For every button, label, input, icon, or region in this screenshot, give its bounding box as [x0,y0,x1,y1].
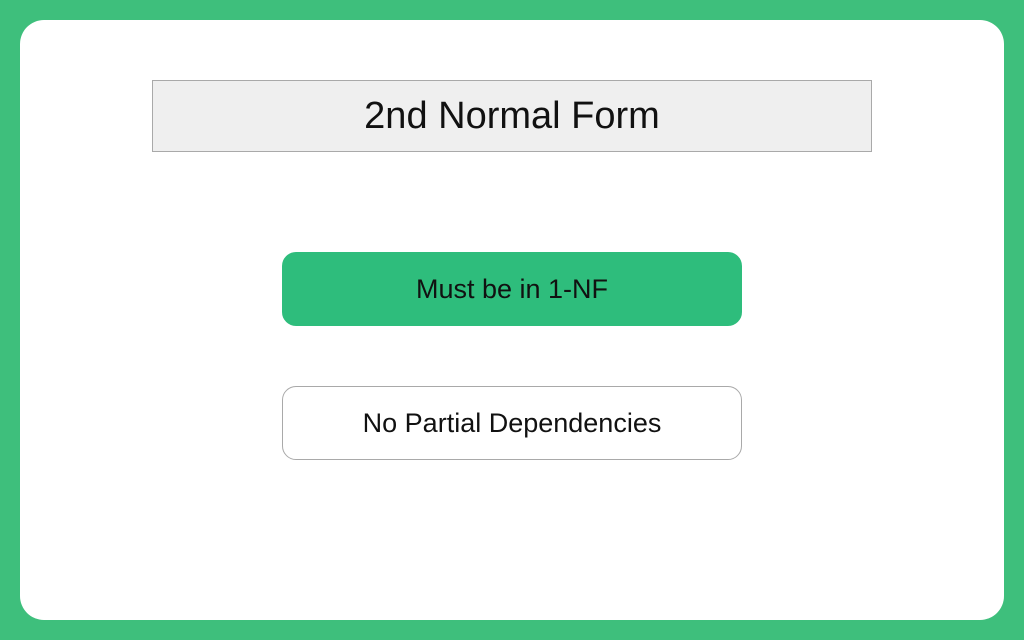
rule-text: No Partial Dependencies [363,408,662,439]
rule-item-1: Must be in 1-NF [282,252,742,326]
content-card: 2nd Normal Form Must be in 1-NF No Parti… [20,20,1004,620]
title-text: 2nd Normal Form [364,95,660,138]
rule-item-2: No Partial Dependencies [282,386,742,460]
rule-text: Must be in 1-NF [416,274,608,305]
title-box: 2nd Normal Form [152,80,872,152]
rules-container: Must be in 1-NF No Partial Dependencies [282,252,742,460]
